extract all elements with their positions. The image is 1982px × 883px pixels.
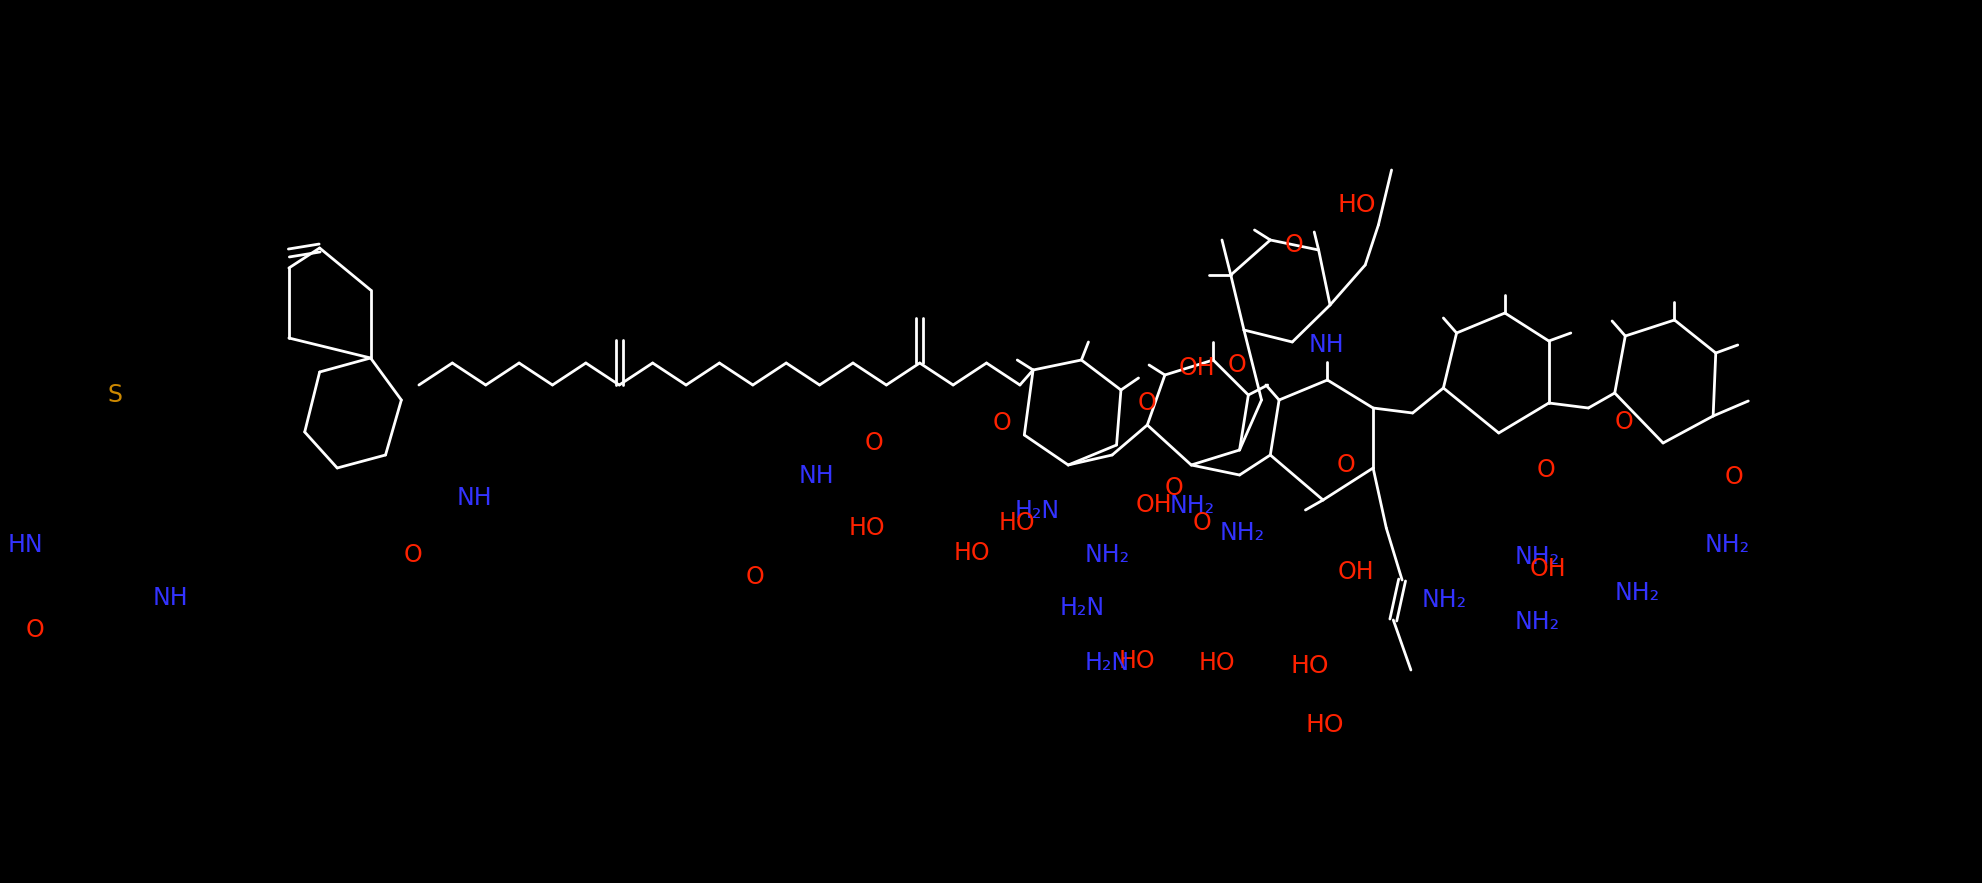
- Text: O: O: [1227, 353, 1247, 377]
- Text: HO: HO: [1290, 654, 1330, 678]
- Text: HO: HO: [953, 541, 991, 565]
- Text: O: O: [1336, 453, 1356, 477]
- Text: NH₂: NH₂: [1514, 610, 1560, 634]
- Text: OH: OH: [1136, 493, 1171, 517]
- Text: HO: HO: [1306, 713, 1344, 737]
- Text: O: O: [26, 618, 44, 642]
- Text: NH: NH: [153, 586, 188, 610]
- Text: HO: HO: [1338, 193, 1376, 217]
- Text: HO: HO: [999, 511, 1035, 535]
- Text: OH: OH: [1530, 557, 1566, 581]
- Text: NH₂: NH₂: [1615, 581, 1659, 605]
- Text: H₂N: H₂N: [1015, 499, 1060, 523]
- Text: HO: HO: [1118, 649, 1156, 673]
- Text: H₂N: H₂N: [1060, 596, 1104, 620]
- Text: O: O: [1284, 233, 1304, 257]
- Text: O: O: [1536, 458, 1556, 482]
- Text: O: O: [745, 565, 765, 589]
- Text: NH₂: NH₂: [1219, 521, 1265, 545]
- Text: NH₂: NH₂: [1514, 545, 1560, 569]
- Text: O: O: [1165, 476, 1183, 500]
- Text: HO: HO: [848, 516, 886, 540]
- Text: O: O: [864, 431, 884, 455]
- Text: H₂N: H₂N: [1084, 651, 1130, 675]
- Text: NH₂: NH₂: [1169, 494, 1215, 518]
- Text: NH₂: NH₂: [1705, 533, 1750, 557]
- Text: NH₂: NH₂: [1421, 588, 1467, 612]
- Text: HO: HO: [1199, 651, 1235, 675]
- Text: O: O: [1724, 465, 1744, 489]
- Text: O: O: [1193, 511, 1211, 535]
- Text: OH: OH: [1338, 560, 1374, 584]
- Text: HN: HN: [8, 533, 44, 557]
- Text: OH: OH: [1179, 356, 1215, 380]
- Text: NH: NH: [799, 464, 834, 488]
- Text: S: S: [107, 383, 123, 407]
- Text: O: O: [1138, 391, 1156, 415]
- Text: NH₂: NH₂: [1084, 543, 1130, 567]
- Text: O: O: [404, 543, 422, 567]
- Text: NH: NH: [456, 486, 492, 510]
- Text: NH: NH: [1308, 333, 1344, 357]
- Text: O: O: [1615, 410, 1633, 434]
- Text: O: O: [993, 411, 1011, 435]
